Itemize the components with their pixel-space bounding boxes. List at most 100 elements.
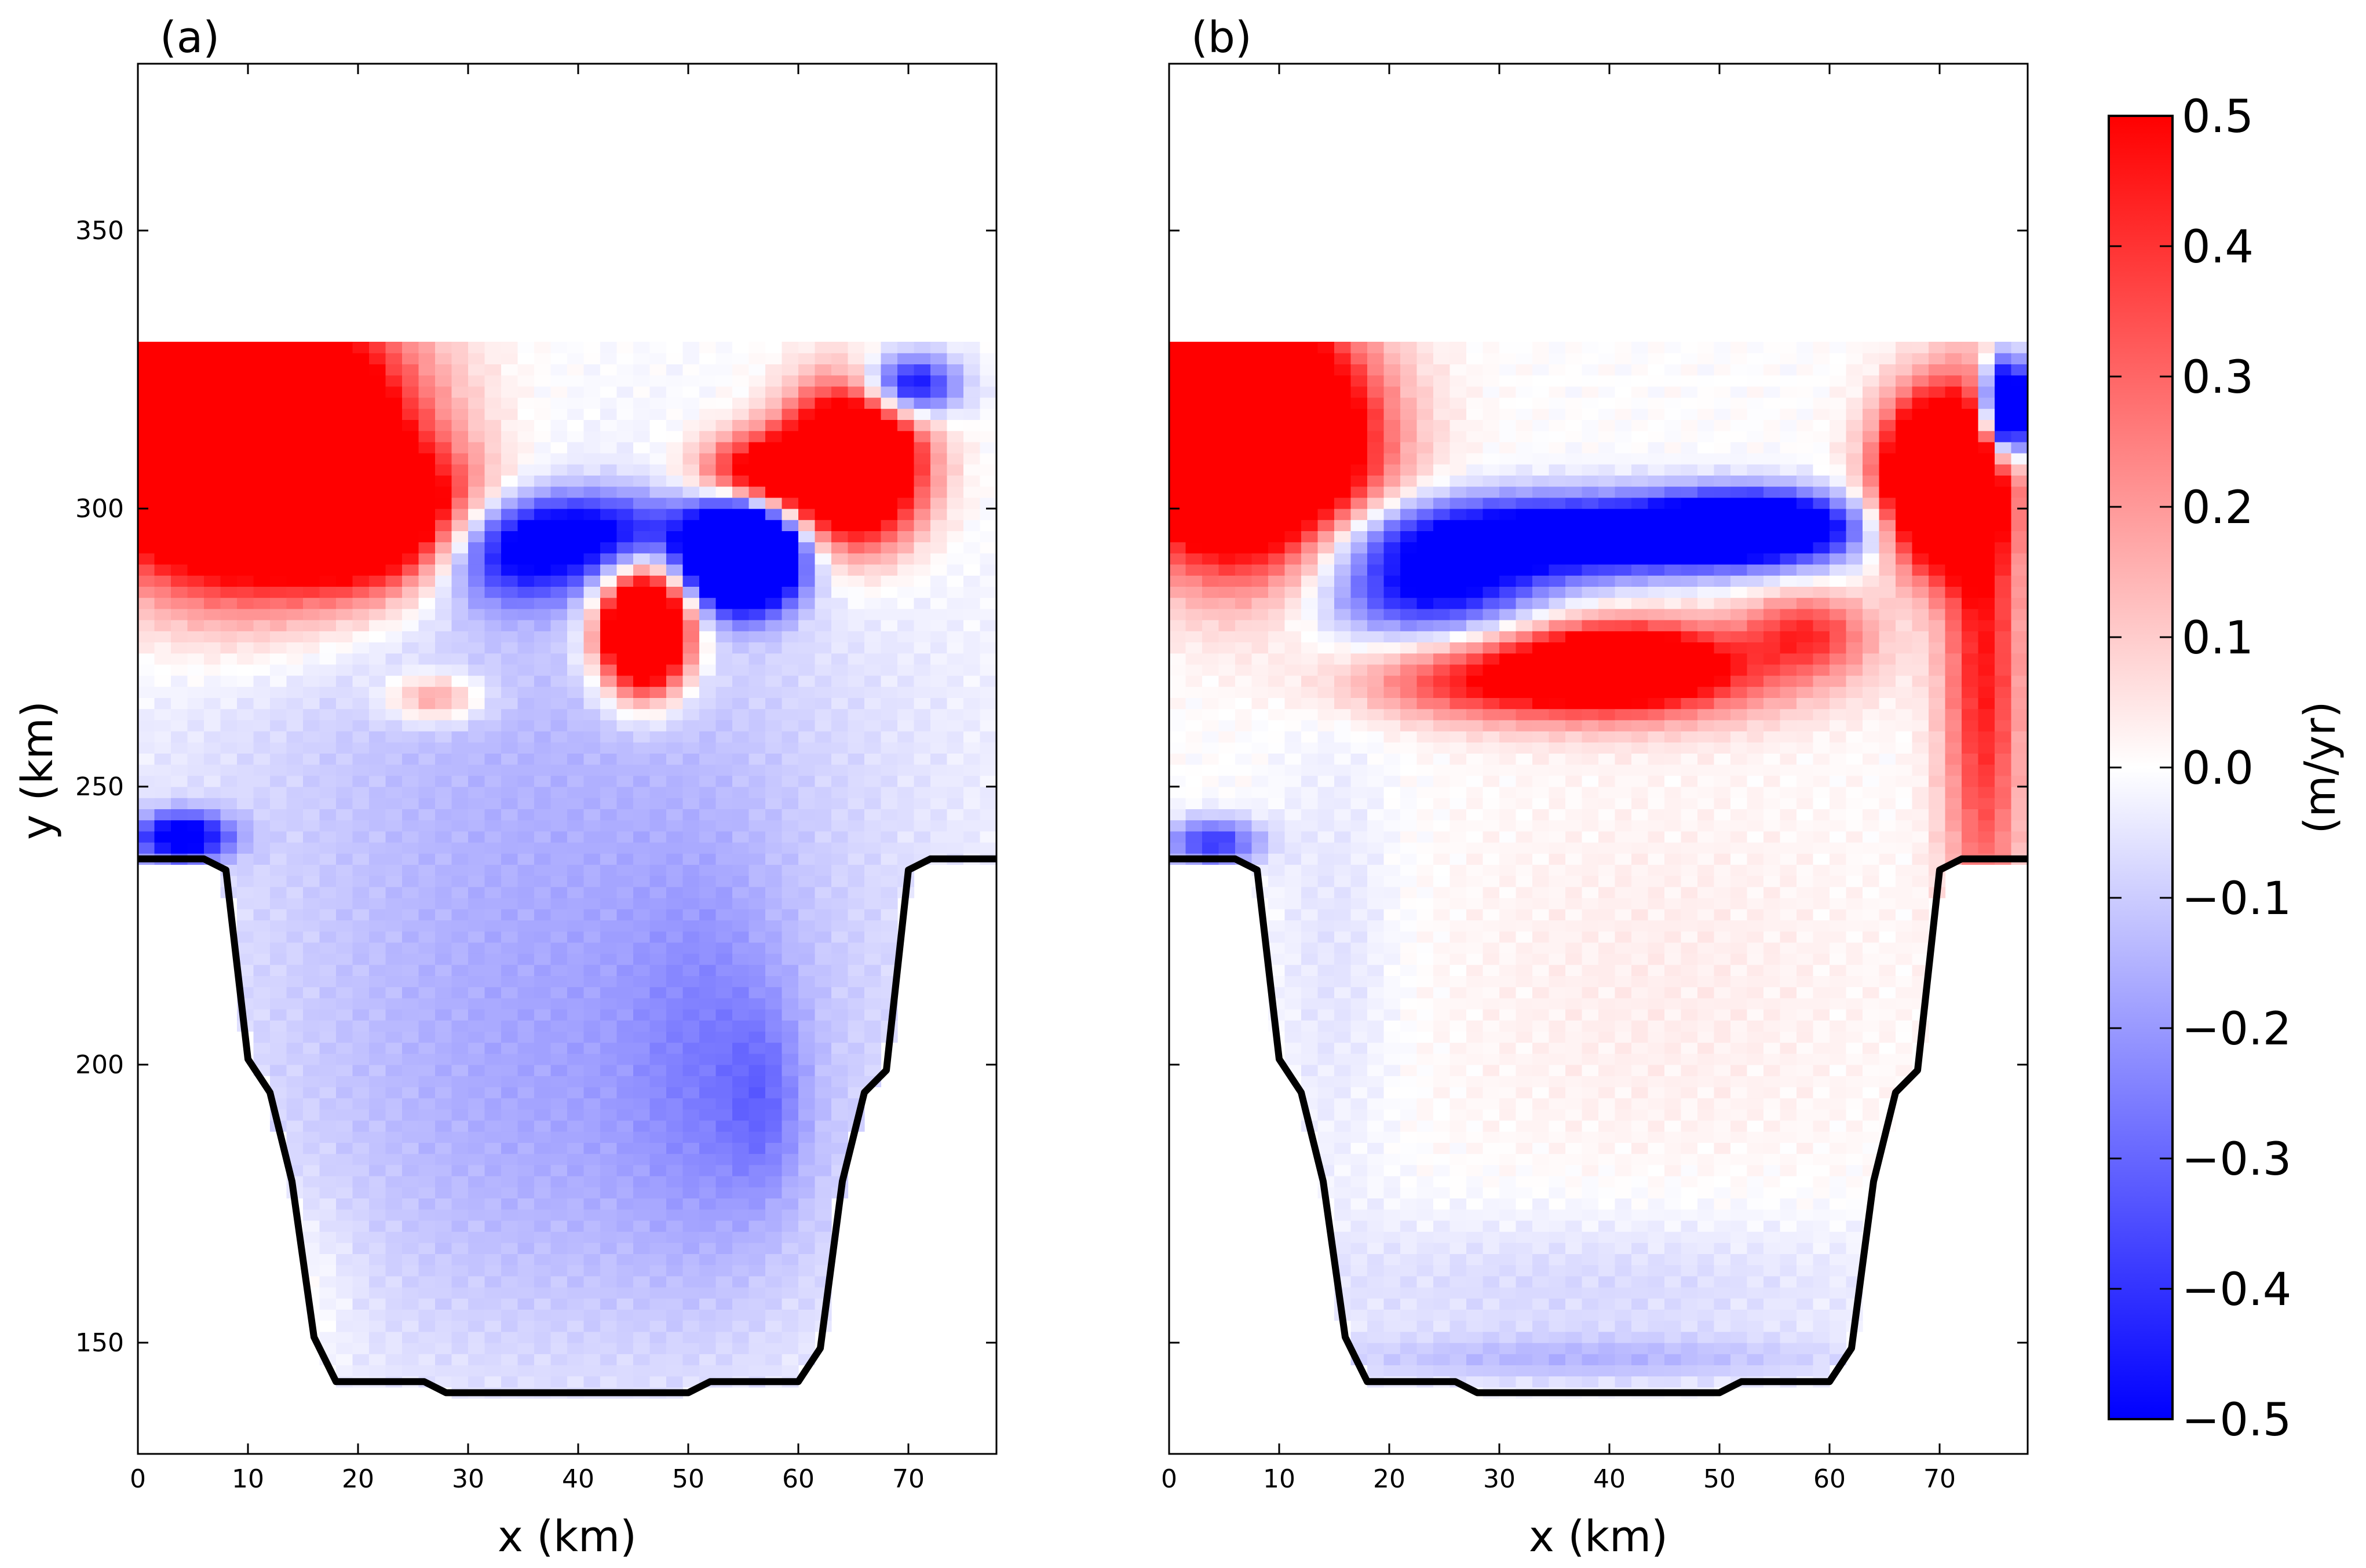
heat-cell: [253, 642, 271, 654]
heat-cell: [517, 486, 535, 498]
heat-cell: [501, 653, 519, 665]
heat-cell: [336, 597, 353, 609]
heat-cell: [369, 1153, 386, 1165]
heat-cell: [435, 1320, 452, 1332]
heat-cell: [567, 553, 585, 565]
heat-cell: [1367, 1087, 1385, 1099]
heat-cell: [484, 1153, 502, 1165]
heat-cell: [303, 1231, 320, 1243]
heat-cell: [352, 1242, 370, 1254]
heat-cell: [1235, 408, 1253, 420]
heat-cell: [154, 553, 171, 565]
heat-cell: [848, 586, 865, 598]
heat-cell: [468, 553, 485, 565]
heat-cell: [418, 1264, 436, 1277]
heat-cell: [550, 1076, 568, 1087]
heat-cell: [451, 820, 469, 832]
heat-cell: [286, 364, 304, 376]
heat-cell: [138, 531, 155, 543]
heat-cell: [1350, 1331, 1368, 1343]
heat-cell: [1301, 497, 1319, 509]
heat-cell: [319, 653, 337, 665]
heat-cell: [715, 831, 733, 843]
heat-cell: [418, 419, 436, 432]
heat-cell: [187, 731, 205, 743]
heat-cell: [699, 931, 717, 943]
heat-cell: [319, 809, 337, 821]
x-tick-label: 50: [672, 1464, 704, 1494]
heat-cell: [418, 620, 436, 631]
heat-cell: [253, 753, 271, 765]
heat-cell: [1284, 731, 1302, 743]
heat-cell: [484, 453, 502, 465]
heat-cell: [649, 986, 667, 999]
heat-cell: [831, 708, 849, 721]
heat-cell: [385, 486, 403, 498]
heat-cell: [699, 1275, 717, 1288]
heat-cell: [699, 864, 717, 876]
heat-cell: [616, 898, 634, 909]
heat-cell: [798, 920, 816, 932]
heat-cell: [270, 731, 287, 743]
heat-cell: [319, 453, 337, 465]
heat-cell: [633, 975, 651, 988]
heat-cell: [550, 898, 568, 909]
heat-cell: [1334, 1242, 1352, 1254]
heat-cell: [682, 1309, 700, 1321]
heat-cell: [418, 1109, 436, 1121]
heat-cell: [765, 1354, 783, 1365]
heat-cell: [402, 1253, 419, 1266]
heat-cell: [418, 1087, 436, 1099]
heat-cell: [204, 697, 221, 710]
heat-cell: [748, 731, 766, 743]
heat-cell: [881, 597, 898, 609]
heat-cell: [1317, 1042, 1335, 1054]
heat-cell: [583, 542, 601, 554]
heat-cell: [253, 809, 271, 821]
heat-cell: [600, 1109, 618, 1121]
heat-cell: [286, 953, 304, 965]
heat-cell: [633, 364, 651, 376]
heat-cell: [633, 542, 651, 554]
heat-cell: [567, 564, 585, 576]
heat-cell: [831, 453, 849, 465]
heat-cell: [748, 1231, 766, 1243]
heat-cell: [1334, 842, 1352, 854]
heat-cell: [534, 731, 552, 743]
heat-cell: [649, 1087, 667, 1099]
heat-cell: [418, 975, 436, 988]
heat-cell: [187, 787, 205, 798]
heat-cell: [782, 1253, 799, 1266]
heat-cell: [534, 653, 552, 665]
heat-cell: [881, 853, 898, 865]
heat-cell: [501, 764, 519, 776]
heat-cell: [1185, 642, 1203, 654]
heat-cell: [798, 697, 816, 710]
heat-cell: [451, 675, 469, 687]
heat-cell: [616, 453, 634, 465]
heat-cell: [848, 798, 865, 809]
heat-cell: [484, 497, 502, 509]
heat-cell: [303, 820, 320, 832]
heat-cell: [864, 497, 882, 509]
heat-cell: [897, 575, 915, 587]
heat-cell: [1251, 820, 1269, 832]
heat-cell: [633, 1298, 651, 1310]
heat-cell: [633, 1187, 651, 1198]
heat-cell: [1334, 931, 1352, 943]
heat-cell: [1284, 931, 1302, 943]
heat-cell: [583, 1087, 601, 1099]
heat-cell: [765, 686, 783, 698]
heat-cell: [1218, 642, 1236, 654]
heat-cell: [501, 864, 519, 876]
heat-cell: [815, 997, 832, 1010]
heat-cell: [682, 1343, 700, 1354]
heat-cell: [319, 1309, 337, 1321]
heat-cell: [171, 620, 188, 631]
heat-cell: [980, 608, 997, 620]
heat-cell: [550, 1320, 568, 1332]
heat-cell: [402, 1053, 419, 1065]
heat-cell: [1185, 464, 1203, 476]
heat-cell: [550, 742, 568, 754]
heat-cell: [138, 430, 155, 443]
